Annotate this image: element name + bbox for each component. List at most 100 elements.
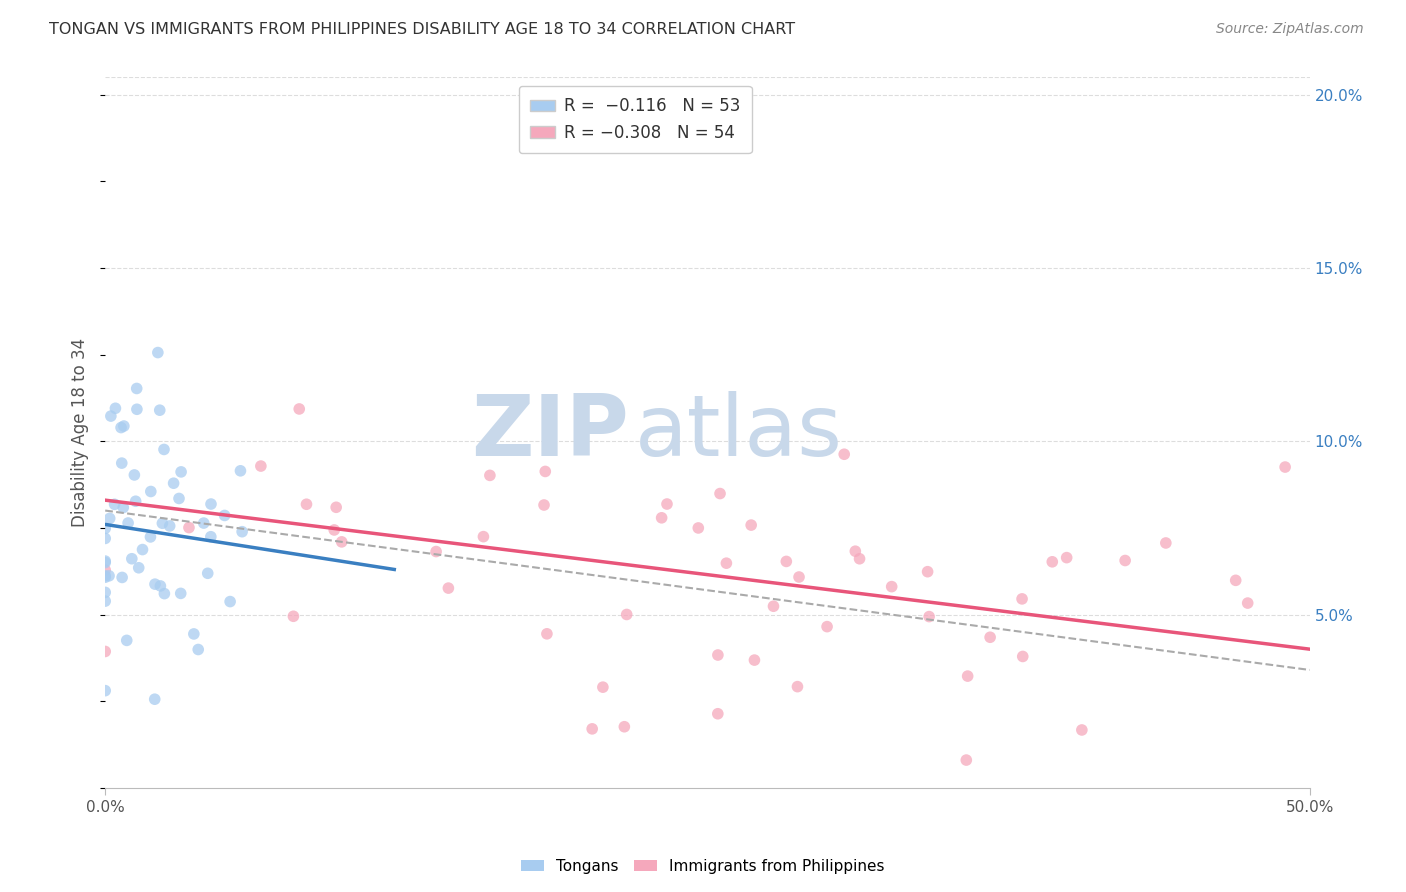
Point — [1154, 536, 1177, 550]
Text: ZIP: ZIP — [471, 391, 628, 474]
Text: TONGAN VS IMMIGRANTS FROM PHILIPPINES DISABILITY AGE 18 TO 34 CORRELATION CHART: TONGAN VS IMMIGRANTS FROM PHILIPPINES DI… — [49, 22, 796, 37]
Point — [98, 569, 121, 583]
Point — [104, 497, 127, 511]
Point — [616, 607, 638, 622]
Point — [94, 556, 117, 570]
Point — [153, 586, 176, 600]
Point — [98, 511, 121, 525]
Point — [117, 516, 139, 530]
Point — [139, 484, 162, 499]
Point — [534, 465, 557, 479]
Point — [94, 563, 117, 577]
Point — [250, 458, 273, 473]
Point — [707, 706, 730, 721]
Point — [323, 523, 346, 537]
Point — [143, 692, 166, 706]
Point — [121, 551, 143, 566]
Point — [655, 497, 678, 511]
Point — [128, 561, 150, 575]
Point — [1236, 596, 1258, 610]
Point — [955, 753, 977, 767]
Point — [1114, 553, 1136, 567]
Point — [112, 419, 135, 434]
Point — [325, 500, 347, 515]
Point — [170, 465, 193, 479]
Point — [112, 500, 135, 515]
Point — [295, 497, 318, 511]
Point — [159, 519, 181, 533]
Point — [124, 494, 146, 508]
Point — [167, 491, 190, 506]
Point — [592, 680, 614, 694]
Point — [125, 402, 148, 417]
Point — [149, 579, 172, 593]
Point — [150, 516, 173, 531]
Point — [170, 586, 193, 600]
Point — [437, 581, 460, 595]
Point — [786, 680, 808, 694]
Point — [149, 403, 172, 417]
Point — [104, 401, 127, 416]
Point — [111, 570, 134, 584]
Point — [94, 570, 117, 584]
Point — [848, 551, 870, 566]
Point — [709, 486, 731, 500]
Point — [880, 580, 903, 594]
Point — [740, 518, 762, 533]
Point — [917, 565, 939, 579]
Point — [1225, 574, 1247, 588]
Point — [536, 627, 558, 641]
Point — [1011, 591, 1033, 606]
Point — [153, 442, 176, 457]
Point — [918, 609, 941, 624]
Legend: R =  −0.116   N = 53, R = −0.308   N = 54: R = −0.116 N = 53, R = −0.308 N = 54 — [519, 86, 752, 153]
Point — [200, 497, 222, 511]
Point — [214, 508, 236, 523]
Point — [124, 467, 146, 482]
Point — [1011, 649, 1033, 664]
Point — [183, 627, 205, 641]
Point — [651, 510, 673, 524]
Point — [94, 521, 117, 535]
Point — [177, 520, 200, 534]
Point — [716, 556, 738, 570]
Point — [1040, 555, 1063, 569]
Point — [288, 401, 311, 416]
Point — [94, 644, 117, 658]
Point — [1056, 550, 1078, 565]
Point — [478, 468, 501, 483]
Point — [197, 566, 219, 581]
Point — [533, 498, 555, 512]
Point — [581, 722, 603, 736]
Point — [231, 524, 253, 539]
Point — [787, 570, 810, 584]
Point — [775, 554, 797, 568]
Point — [110, 420, 132, 434]
Point — [219, 594, 242, 608]
Point — [193, 516, 215, 530]
Point — [979, 630, 1001, 644]
Point — [94, 554, 117, 568]
Point — [143, 577, 166, 591]
Point — [187, 642, 209, 657]
Point — [425, 544, 447, 558]
Point — [613, 720, 636, 734]
Point — [94, 594, 117, 608]
Point — [131, 542, 153, 557]
Point — [707, 648, 730, 662]
Point — [283, 609, 305, 624]
Point — [956, 669, 979, 683]
Point — [688, 521, 710, 535]
Legend: Tongans, Immigrants from Philippines: Tongans, Immigrants from Philippines — [515, 853, 891, 880]
Point — [125, 382, 148, 396]
Point — [100, 409, 122, 423]
Point — [844, 544, 866, 558]
Point — [815, 620, 838, 634]
Text: Source: ZipAtlas.com: Source: ZipAtlas.com — [1216, 22, 1364, 37]
Point — [94, 569, 117, 583]
Point — [146, 345, 169, 359]
Point — [762, 599, 785, 614]
Point — [94, 585, 117, 599]
Point — [94, 532, 117, 546]
Point — [330, 534, 353, 549]
